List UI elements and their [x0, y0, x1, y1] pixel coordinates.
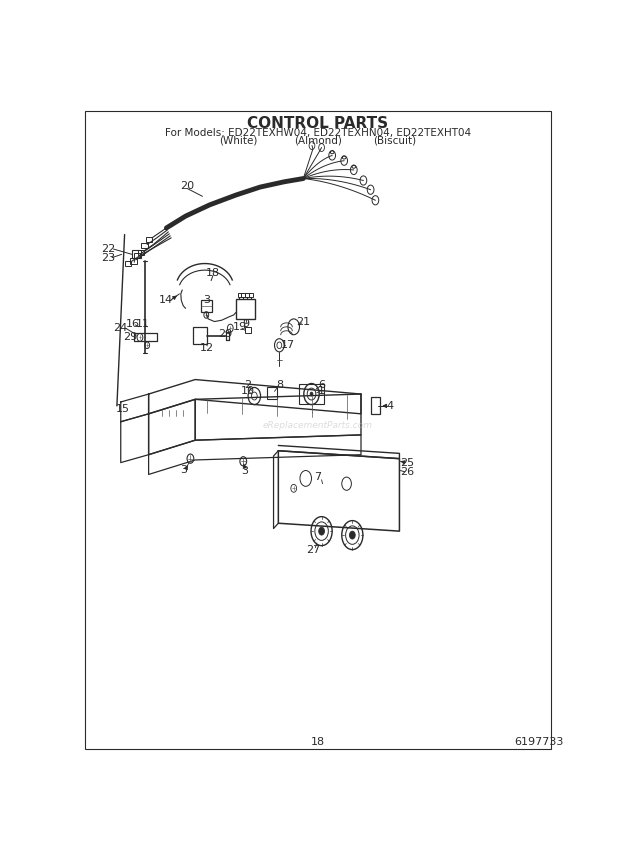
- Circle shape: [310, 392, 313, 396]
- Text: 6: 6: [318, 380, 325, 389]
- Text: 3: 3: [241, 466, 248, 476]
- Bar: [371, 397, 380, 413]
- Text: (Biscuit): (Biscuit): [373, 135, 416, 146]
- Text: eReplacementParts.com: eReplacementParts.com: [263, 421, 373, 431]
- Bar: [125, 261, 131, 266]
- Text: CONTROL PARTS: CONTROL PARTS: [247, 116, 388, 131]
- Text: 18: 18: [311, 737, 325, 747]
- Text: 20: 20: [180, 181, 194, 191]
- Text: 12: 12: [200, 343, 215, 353]
- Bar: [193, 328, 207, 344]
- Text: 29: 29: [123, 332, 138, 342]
- Bar: [245, 293, 249, 296]
- Bar: [267, 388, 277, 399]
- Bar: [202, 300, 212, 312]
- Text: 18: 18: [206, 268, 220, 278]
- Bar: [237, 293, 241, 296]
- Text: 1: 1: [318, 386, 325, 396]
- Text: 23: 23: [100, 253, 115, 263]
- Text: 25: 25: [400, 458, 414, 467]
- Text: 24: 24: [113, 323, 127, 333]
- Text: 15: 15: [116, 403, 130, 413]
- Text: 29: 29: [218, 329, 232, 339]
- Bar: [249, 293, 253, 296]
- Circle shape: [319, 527, 324, 535]
- Text: For Models: ED22TEXHW04, ED22TEXHN04, ED22TEXHT04: For Models: ED22TEXHW04, ED22TEXHN04, ED…: [165, 128, 471, 138]
- Text: 14: 14: [158, 295, 172, 306]
- Bar: [299, 384, 324, 404]
- Bar: [138, 250, 144, 255]
- Text: 21: 21: [296, 317, 311, 326]
- Text: 2: 2: [244, 380, 252, 389]
- Text: 27: 27: [306, 544, 320, 555]
- Text: 4: 4: [386, 401, 393, 411]
- Circle shape: [350, 531, 355, 539]
- Text: 9: 9: [242, 319, 249, 330]
- Bar: [245, 327, 252, 334]
- Text: 7: 7: [314, 473, 321, 482]
- Text: 17: 17: [280, 341, 294, 350]
- Text: 11: 11: [135, 318, 149, 329]
- Bar: [241, 293, 245, 296]
- Bar: [141, 243, 148, 248]
- Bar: [130, 259, 136, 264]
- Text: (White): (White): [219, 135, 258, 146]
- Text: 26: 26: [400, 467, 414, 477]
- Text: 16: 16: [126, 318, 140, 329]
- Bar: [134, 253, 141, 259]
- Text: 3: 3: [203, 295, 210, 306]
- Bar: [236, 299, 255, 319]
- Text: 8: 8: [277, 380, 284, 389]
- Bar: [146, 236, 153, 241]
- Bar: [132, 250, 141, 259]
- Text: 6197733: 6197733: [514, 737, 564, 747]
- Text: 22: 22: [100, 244, 115, 254]
- Text: (Almond): (Almond): [294, 135, 342, 146]
- Text: 10: 10: [241, 386, 255, 396]
- Text: 19: 19: [233, 322, 247, 332]
- Text: 3: 3: [180, 465, 188, 475]
